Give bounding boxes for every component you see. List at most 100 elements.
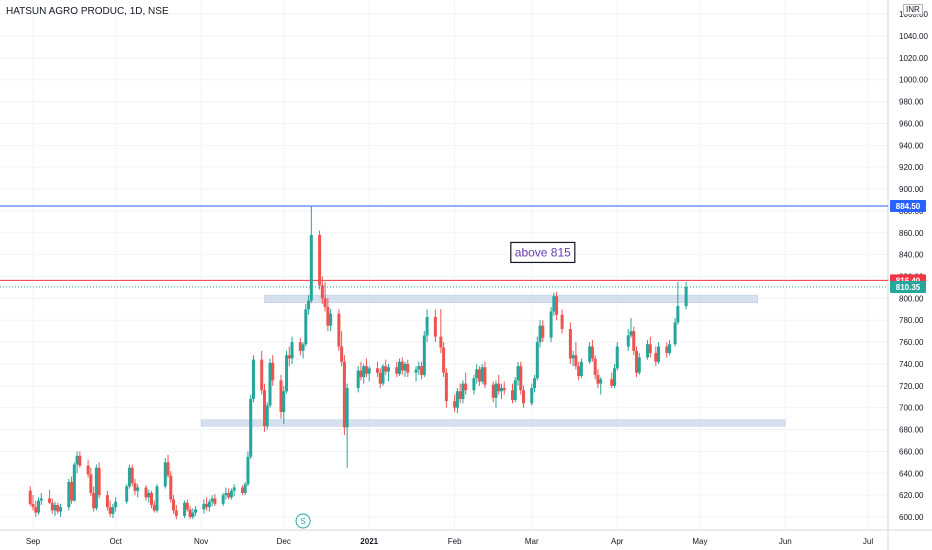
candle-body[interactable] — [494, 383, 498, 398]
candle-body[interactable] — [453, 401, 457, 408]
candle-body[interactable] — [37, 500, 41, 513]
candle-body[interactable] — [240, 487, 244, 493]
candle-body[interactable] — [111, 507, 115, 514]
candle-body[interactable] — [475, 369, 479, 379]
candle-body[interactable] — [188, 509, 192, 517]
candle-body[interactable] — [538, 325, 542, 343]
candle-body[interactable] — [367, 368, 371, 374]
candle-body[interactable] — [221, 495, 225, 504]
candle-body[interactable] — [67, 482, 71, 508]
candle-body[interactable] — [130, 467, 134, 484]
candle-body[interactable] — [588, 346, 592, 362]
candle-body[interactable] — [169, 475, 173, 500]
candle-body[interactable] — [552, 296, 556, 312]
candle-body[interactable] — [502, 388, 506, 391]
candle-body[interactable] — [381, 366, 385, 384]
candle-body[interactable] — [610, 379, 614, 386]
candle-body[interactable] — [337, 313, 341, 347]
candle-body[interactable] — [53, 504, 57, 511]
candle-body[interactable] — [174, 510, 178, 516]
candle-body[interactable] — [136, 487, 140, 491]
candle-body[interactable] — [125, 486, 129, 502]
candle-body[interactable] — [425, 316, 429, 336]
candle-body[interactable] — [92, 492, 96, 509]
candle-body[interactable] — [599, 379, 603, 384]
candle-body[interactable] — [207, 501, 211, 508]
candle-body[interactable] — [144, 487, 148, 498]
candle-body[interactable] — [149, 492, 153, 505]
support-resistance-zone[interactable] — [200, 419, 786, 427]
candle-body[interactable] — [673, 322, 677, 345]
candle-body[interactable] — [511, 390, 515, 401]
candle-body[interactable] — [163, 462, 167, 487]
candle-body[interactable] — [232, 487, 236, 491]
candle-body[interactable] — [301, 344, 305, 351]
candle-body[interactable] — [166, 462, 170, 476]
candle-body[interactable] — [400, 361, 404, 371]
candle-body[interactable] — [442, 347, 446, 373]
candle-body[interactable] — [635, 350, 639, 373]
candle-body[interactable] — [497, 383, 501, 392]
candle-body[interactable] — [464, 383, 468, 391]
candle-body[interactable] — [48, 498, 52, 503]
candle-body[interactable] — [147, 492, 151, 498]
candle-body[interactable] — [549, 311, 553, 338]
candle-body[interactable] — [499, 388, 503, 392]
event-marker-icon[interactable] — [295, 513, 311, 529]
candle-body[interactable] — [472, 378, 476, 391]
candle-body[interactable] — [243, 484, 247, 493]
candle-body[interactable] — [648, 344, 652, 354]
candle-body[interactable] — [596, 374, 600, 384]
candle-body[interactable] — [287, 355, 291, 359]
candle-body[interactable] — [577, 366, 581, 376]
candle-body[interactable] — [78, 455, 82, 466]
candle-body[interactable] — [665, 346, 669, 354]
candle-body[interactable] — [342, 361, 346, 428]
support-resistance-zone[interactable] — [264, 294, 759, 303]
candle-body[interactable] — [282, 391, 286, 413]
candle-body[interactable] — [191, 512, 195, 517]
candle-body[interactable] — [329, 313, 333, 326]
candle-body[interactable] — [668, 344, 672, 354]
candle-body[interactable] — [39, 498, 43, 501]
candle-body[interactable] — [375, 368, 379, 373]
candle-body[interactable] — [535, 342, 539, 379]
candle-body[interactable] — [224, 492, 228, 496]
candle-body[interactable] — [97, 467, 101, 496]
candle-body[interactable] — [574, 355, 578, 367]
candle-body[interactable] — [34, 507, 38, 513]
candle-body[interactable] — [480, 367, 484, 382]
candle-body[interactable] — [262, 390, 266, 427]
candle-body[interactable] — [72, 464, 76, 501]
candle-body[interactable] — [290, 342, 294, 359]
candle-body[interactable] — [612, 368, 616, 386]
candle-body[interactable] — [519, 366, 523, 391]
candle-body[interactable] — [318, 234, 322, 286]
candle-body[interactable] — [260, 359, 264, 391]
candle-body[interactable] — [251, 359, 255, 399]
candle-body[interactable] — [384, 366, 388, 372]
candle-body[interactable] — [194, 509, 198, 513]
candle-body[interactable] — [483, 367, 487, 385]
annotation-box[interactable] — [510, 241, 576, 264]
candle-body[interactable] — [75, 455, 79, 465]
candle-body[interactable] — [202, 503, 206, 510]
candle-body[interactable] — [541, 325, 545, 338]
candle-body[interactable] — [657, 346, 661, 362]
candle-body[interactable] — [417, 366, 421, 370]
currency-badge[interactable]: INR — [903, 4, 923, 15]
candle-body[interactable] — [364, 366, 368, 374]
candle-body[interactable] — [268, 362, 272, 406]
candle-body[interactable] — [513, 380, 517, 401]
candle-body[interactable] — [320, 285, 324, 299]
candle-body[interactable] — [491, 384, 495, 398]
candle-body[interactable] — [229, 490, 233, 498]
candle-body[interactable] — [629, 331, 633, 336]
candle-body[interactable] — [530, 388, 534, 404]
candle-body[interactable] — [646, 344, 650, 358]
candle-body[interactable] — [105, 495, 109, 508]
candle-body[interactable] — [50, 502, 54, 511]
candle-body[interactable] — [362, 366, 366, 378]
candle-body[interactable] — [593, 358, 597, 375]
candle-body[interactable] — [89, 474, 93, 493]
